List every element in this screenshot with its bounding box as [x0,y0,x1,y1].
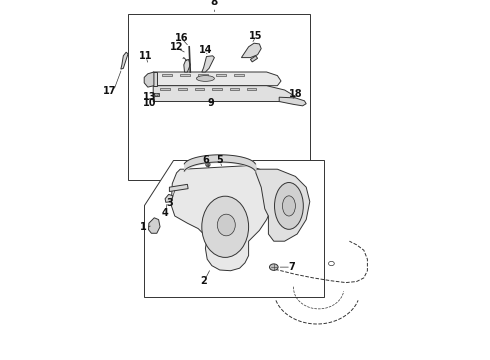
Polygon shape [234,74,245,76]
Polygon shape [180,74,190,76]
Polygon shape [279,97,306,106]
Text: 1: 1 [140,222,147,232]
Ellipse shape [206,162,210,167]
Polygon shape [195,88,204,90]
Text: 11: 11 [139,51,153,61]
Polygon shape [144,160,324,297]
Text: 15: 15 [249,31,263,41]
Ellipse shape [282,196,295,216]
Text: 13: 13 [143,92,156,102]
Polygon shape [153,86,295,102]
Text: 16: 16 [175,33,189,43]
Text: 12: 12 [170,42,183,52]
Polygon shape [256,169,310,241]
Text: 5: 5 [217,155,223,165]
Polygon shape [184,59,190,72]
Polygon shape [242,43,261,58]
Polygon shape [250,56,258,62]
Polygon shape [165,194,173,202]
Text: 10: 10 [143,98,156,108]
Polygon shape [171,166,274,271]
Polygon shape [212,88,221,90]
Ellipse shape [155,93,158,96]
Polygon shape [202,56,215,72]
Polygon shape [198,74,208,76]
Ellipse shape [196,76,215,81]
Text: 18: 18 [289,89,302,99]
Polygon shape [216,74,226,76]
Polygon shape [153,72,157,86]
Polygon shape [153,72,281,86]
Text: 6: 6 [202,155,209,165]
Text: 2: 2 [200,276,207,286]
Text: 9: 9 [207,98,214,108]
Text: 3: 3 [166,198,173,208]
Ellipse shape [270,264,278,270]
Text: 14: 14 [198,45,212,55]
Polygon shape [121,52,128,69]
Ellipse shape [274,183,303,229]
Text: 17: 17 [103,86,117,96]
Text: 8: 8 [211,0,218,7]
Polygon shape [162,74,172,76]
Polygon shape [160,88,170,90]
Bar [128,14,310,180]
Polygon shape [170,184,188,192]
Text: 7: 7 [289,262,295,272]
Polygon shape [144,72,154,87]
Polygon shape [178,88,187,90]
Ellipse shape [217,214,235,236]
Polygon shape [247,88,256,90]
Text: 4: 4 [162,208,169,218]
Polygon shape [148,218,160,233]
Polygon shape [229,88,239,90]
Ellipse shape [202,196,248,257]
Polygon shape [154,93,159,96]
